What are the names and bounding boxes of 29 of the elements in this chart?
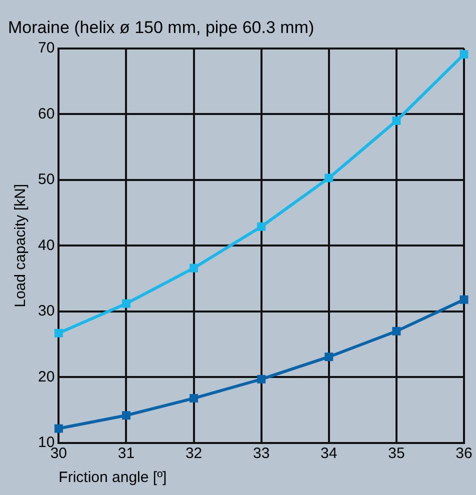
x-tick-label: 31	[118, 445, 135, 462]
y-tick-label: 70	[38, 40, 55, 57]
chart-title: Moraine (helix ø 150 mm, pipe 60.3 mm)	[8, 18, 314, 37]
y-axis-title: Load capacity [kN]	[12, 184, 30, 308]
y-tick-label: 50	[38, 171, 55, 188]
x-tick-label: 35	[388, 445, 405, 462]
point	[190, 394, 198, 403]
point	[54, 424, 63, 433]
x-axis-title: Friction angle [º]	[58, 469, 167, 486]
point	[122, 299, 130, 308]
x-tick-label: 36	[456, 445, 472, 462]
y-tick-label: 60	[38, 105, 55, 122]
x-tick-label: 34	[320, 445, 338, 462]
point	[392, 326, 401, 336]
point	[257, 222, 266, 231]
point	[460, 295, 468, 304]
point	[460, 50, 468, 59]
point	[324, 352, 334, 362]
point	[257, 374, 266, 384]
point	[54, 328, 63, 338]
x-tick-label: 32	[185, 445, 202, 462]
y-tick-label: 30	[38, 302, 55, 320]
x-tick-label: 33	[253, 445, 270, 462]
point	[122, 411, 130, 420]
point	[392, 116, 401, 125]
point	[190, 264, 198, 272]
point	[324, 174, 334, 182]
y-tick-label: 20	[38, 368, 55, 386]
y-tick-label: 40	[38, 236, 55, 254]
